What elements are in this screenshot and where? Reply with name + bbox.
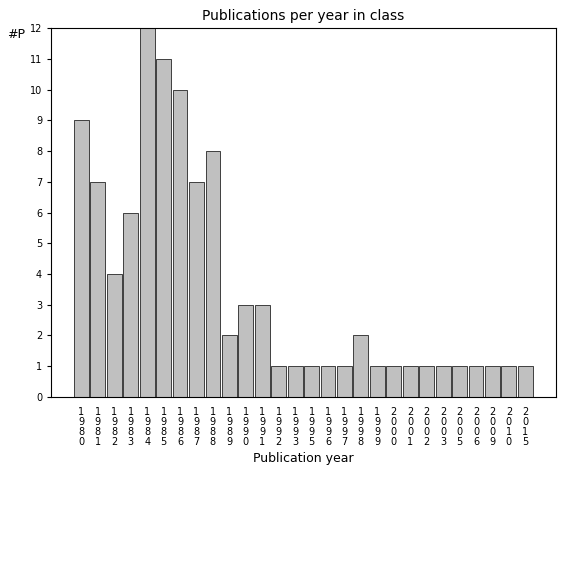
Bar: [435, 366, 451, 397]
Bar: [172, 90, 188, 397]
Bar: [156, 59, 171, 397]
Bar: [337, 366, 352, 397]
Bar: [518, 366, 533, 397]
Y-axis label: #P: #P: [7, 28, 25, 41]
Bar: [353, 336, 369, 397]
Bar: [468, 366, 484, 397]
Bar: [139, 28, 155, 397]
Bar: [419, 366, 434, 397]
Bar: [123, 213, 138, 397]
Bar: [107, 274, 122, 397]
Bar: [205, 151, 221, 397]
Bar: [320, 366, 336, 397]
Bar: [501, 366, 517, 397]
Bar: [386, 366, 401, 397]
Bar: [238, 305, 253, 397]
Bar: [222, 336, 237, 397]
Bar: [370, 366, 385, 397]
Bar: [189, 182, 204, 397]
Bar: [304, 366, 319, 397]
Bar: [271, 366, 286, 397]
Bar: [287, 366, 303, 397]
Title: Publications per year in class: Publications per year in class: [202, 9, 404, 23]
Bar: [255, 305, 270, 397]
Bar: [485, 366, 500, 397]
Bar: [403, 366, 418, 397]
Bar: [452, 366, 467, 397]
Bar: [74, 121, 89, 397]
Bar: [90, 182, 105, 397]
X-axis label: Publication year: Publication year: [253, 452, 354, 465]
